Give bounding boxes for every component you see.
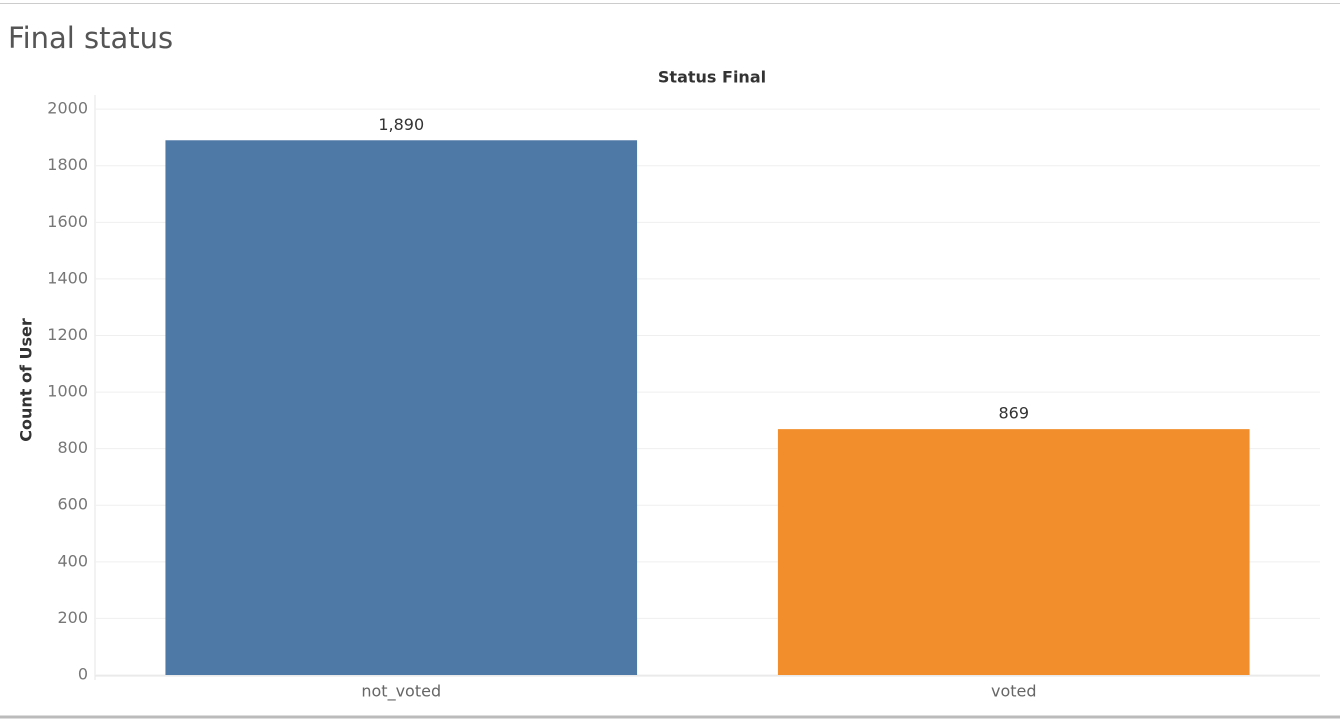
x-tick-label: not_voted	[361, 682, 441, 702]
y-tick-label: 2000	[47, 99, 88, 118]
y-tick-label: 600	[57, 495, 88, 514]
bar	[777, 429, 1250, 675]
value-label: 1,890	[378, 115, 424, 134]
bar	[165, 140, 638, 675]
y-axis-title: Count of User	[17, 318, 36, 442]
y-tick-label: 1800	[47, 155, 88, 174]
y-tick-label: 400	[57, 551, 88, 570]
y-tick-label: 1600	[47, 212, 88, 231]
value-label: 869	[998, 404, 1029, 423]
x-tick-label: voted	[991, 682, 1037, 701]
y-tick-label: 800	[57, 438, 88, 457]
y-tick-label: 1000	[47, 382, 88, 401]
chart-title: Final status	[8, 21, 173, 55]
y-tick-label: 200	[57, 608, 88, 627]
y-tick-label: 1400	[47, 268, 88, 287]
y-tick-label: 1200	[47, 325, 88, 344]
column-header: Status Final	[658, 68, 766, 87]
y-tick-label: 0	[78, 665, 88, 684]
